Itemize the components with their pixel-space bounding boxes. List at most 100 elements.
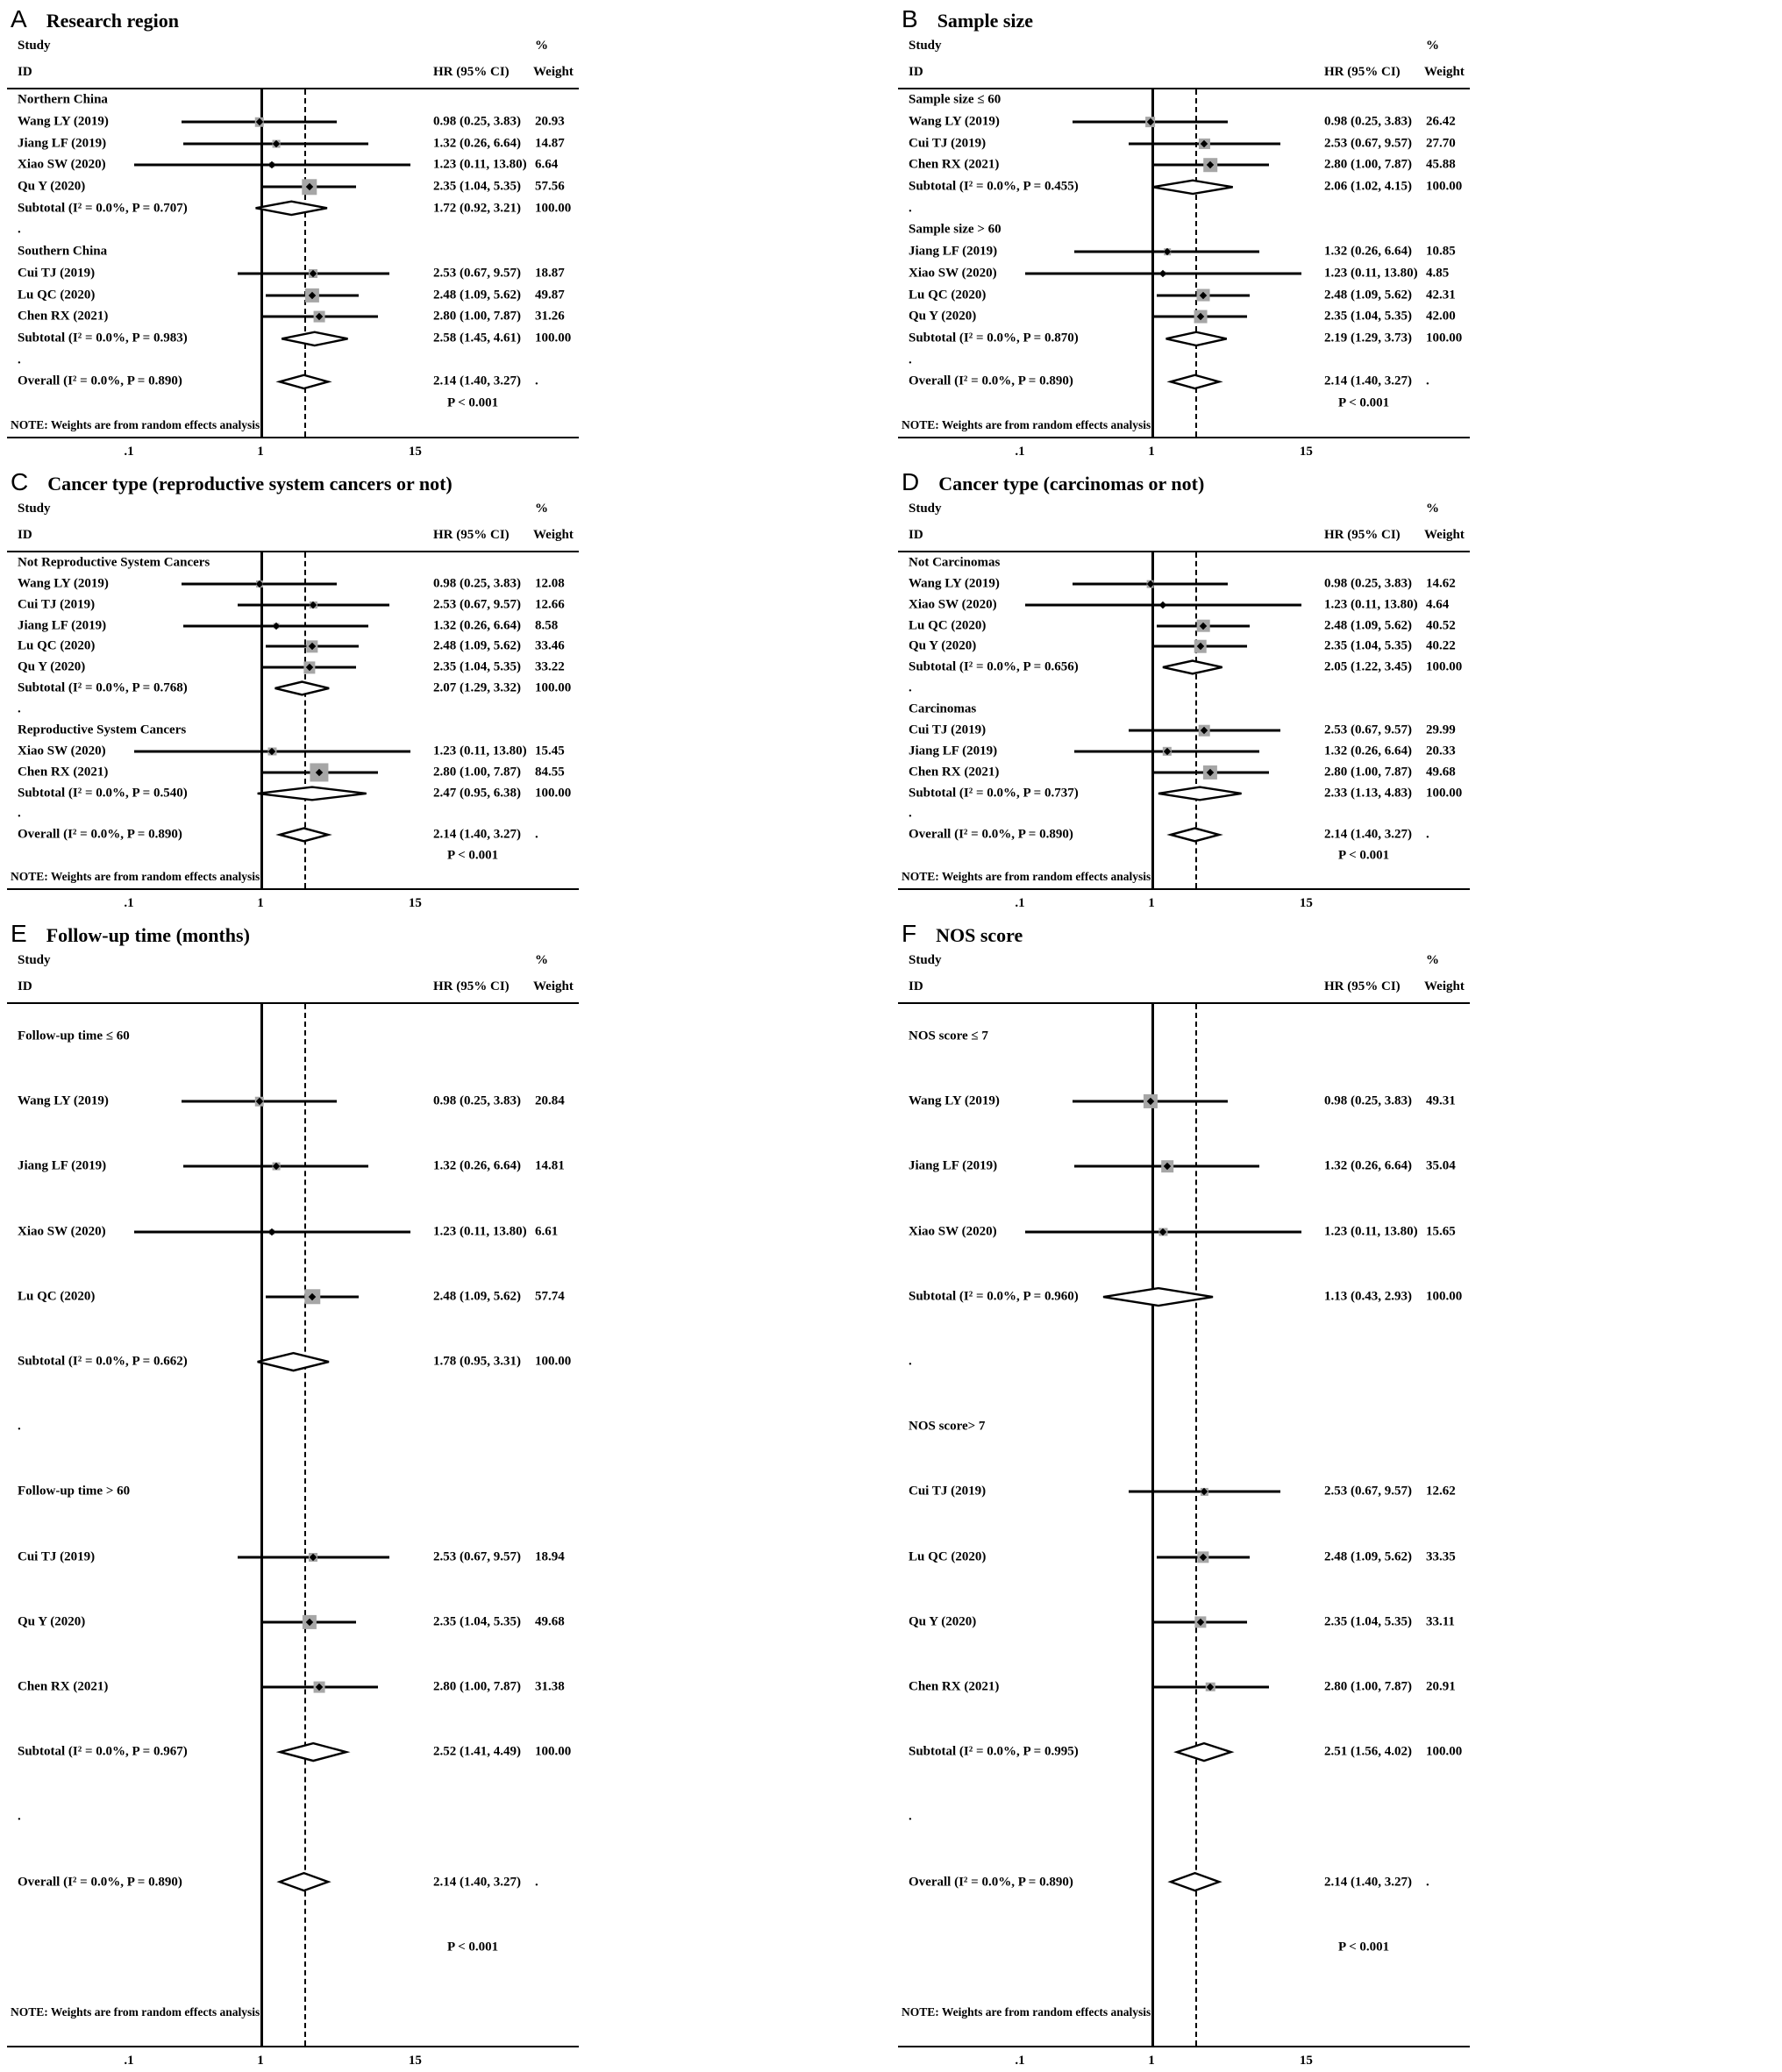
subtotal-diamond [1162, 659, 1222, 675]
weight-value: 100.00 [535, 1744, 572, 1759]
subtotal-row: Subtotal (I² = 0.0%, P = 0.662) 1.78 (0.9… [7, 1329, 579, 1394]
weight-value: 57.56 [535, 179, 565, 194]
study-row: Jiang LF (2019) 1.32 (0.26, 6.64) 8.58 [7, 616, 579, 637]
group-heading-row: Reproductive System Cancers [7, 720, 579, 741]
study-row: Wang LY (2019) 0.98 (0.25, 3.83) 20.84 [7, 1069, 579, 1134]
subtotal-row: Subtotal (I² = 0.0%, P = 0.540) 2.47 (0.9… [7, 783, 579, 804]
overall-label: Overall (I² = 0.0%, P = 0.890) [18, 1875, 182, 1890]
study-row: Qu Y (2020) 2.35 (1.04, 5.35) 42.00 [898, 306, 1470, 328]
spacer-dot-row: . [898, 197, 1470, 219]
axis-tick-label: .1 [124, 445, 134, 459]
hr-ci-value: 1.23 (0.11, 13.80) [433, 1224, 527, 1239]
study-label: Xiao SW (2020) [18, 1224, 106, 1239]
study-row: Jiang LF (2019) 1.32 (0.26, 6.64) 14.81 [7, 1134, 579, 1199]
group-heading: Follow-up time > 60 [18, 1484, 131, 1499]
group-heading-row: Follow-up time ≤ 60 [7, 1004, 579, 1069]
weight-value: 20.91 [1426, 1679, 1456, 1694]
study-label: Wang LY (2019) [909, 1093, 1000, 1108]
study-label: Xiao SW (2020) [18, 744, 106, 758]
weight-value: 100.00 [535, 331, 572, 345]
weight-value: 49.68 [535, 1614, 565, 1629]
hr-ci-value: 2.35 (1.04, 5.35) [433, 659, 521, 674]
note-row: NOTE: Weights are from random effects an… [7, 866, 579, 887]
weight-value: . [535, 1875, 538, 1890]
p-value-row: P < 0.001 [7, 393, 579, 415]
study-label: Cui TJ (2019) [909, 723, 987, 737]
null-effect-line [1151, 1004, 1154, 2046]
subtotal-row: Subtotal (I² = 0.0%, P = 0.960) 1.13 (0.4… [898, 1264, 1470, 1329]
weight-value: 35.04 [1426, 1158, 1456, 1173]
study-row: Jiang LF (2019) 1.32 (0.26, 6.64) 35.04 [898, 1134, 1470, 1199]
spacer-dot: . [909, 1354, 912, 1369]
hr-ci-value: 2.48 (1.09, 5.62) [433, 638, 521, 653]
axis-tick-label: 15 [1299, 896, 1313, 910]
hr-ci-value: 1.23 (0.11, 13.80) [1324, 597, 1418, 612]
overall-diamond [1166, 827, 1223, 843]
subtotal-label: Subtotal (I² = 0.0%, P = 0.455) [909, 179, 1079, 194]
panel-letter: D [902, 468, 920, 495]
weight-value: 20.33 [1426, 744, 1456, 758]
axis-tick-label: 1 [257, 896, 264, 910]
study-row: Chen RX (2021) 2.80 (1.00, 7.87) 49.68 [898, 762, 1470, 783]
study-label: Jiang LF (2019) [909, 744, 998, 758]
spacer-dot: . [18, 1809, 21, 1824]
x-axis: .1 1 15 [898, 441, 1470, 462]
hr-ci-value: 1.72 (0.92, 3.21) [433, 201, 521, 216]
hr-ci-value: 1.32 (0.26, 6.64) [1324, 244, 1412, 259]
study-label: Cui TJ (2019) [909, 1484, 987, 1499]
panel-title: Follow-up time (months) [46, 924, 250, 946]
study-row: Qu Y (2020) 2.35 (1.04, 5.35) 33.11 [898, 1590, 1470, 1655]
column-header-percent: % [1426, 39, 1439, 53]
group-heading: NOS score ≤ 7 [909, 1029, 988, 1043]
note-row: NOTE: Weights are from random effects an… [898, 866, 1470, 887]
hr-ci-value: 2.80 (1.00, 7.87) [433, 1679, 521, 1694]
overall-row: Overall (I² = 0.0%, P = 0.890) 2.14 (1.40… [898, 1849, 1470, 1914]
overall-estimate-dashed-line [303, 552, 306, 888]
hr-ci-value: 2.14 (1.40, 3.27) [1324, 374, 1412, 388]
spacer-dot-row: . [7, 699, 579, 720]
overall-diamond [275, 374, 332, 390]
hr-ci-value: 1.32 (0.26, 6.64) [1324, 1158, 1412, 1173]
study-label: Wang LY (2019) [909, 576, 1000, 591]
study-row: Chen RX (2021) 2.80 (1.00, 7.87) 31.38 [7, 1655, 579, 1720]
subtotal-label: Subtotal (I² = 0.0%, P = 0.737) [909, 786, 1079, 801]
p-value-row: P < 0.001 [7, 1915, 579, 1980]
study-label: Xiao SW (2020) [18, 157, 106, 172]
column-header-id: ID [18, 979, 32, 993]
study-row: Chen RX (2021) 2.80 (1.00, 7.87) 20.91 [898, 1655, 1470, 1720]
study-row: Cui TJ (2019) 2.53 (0.67, 9.57) 27.70 [898, 132, 1470, 154]
hr-ci-value: 2.53 (0.67, 9.57) [433, 1549, 521, 1564]
column-header-percent: % [1426, 502, 1439, 516]
study-label: Cui TJ (2019) [18, 266, 96, 281]
study-label: Jiang LF (2019) [909, 1158, 998, 1173]
hr-ci-value: 2.35 (1.04, 5.35) [1324, 309, 1412, 324]
group-heading: Carcinomas [909, 701, 977, 716]
spacer-dot-row: . [898, 1784, 1470, 1849]
hr-ci-value: 1.13 (0.43, 2.93) [1324, 1289, 1412, 1304]
hr-ci-value: 2.14 (1.40, 3.27) [433, 827, 521, 842]
weight-value: 4.85 [1426, 266, 1450, 281]
group-heading: Reproductive System Cancers [18, 723, 187, 737]
weight-value: . [1426, 1875, 1429, 1890]
hr-ci-value: 2.35 (1.04, 5.35) [1324, 638, 1412, 653]
weight-value: 31.26 [535, 309, 565, 324]
panel-title-line: B Sample size [902, 5, 1033, 33]
subtotal-row: Subtotal (I² = 0.0%, P = 0.870) 2.19 (1.2… [898, 328, 1470, 350]
overall-diamond [275, 827, 332, 843]
overall-label: Overall (I² = 0.0%, P = 0.890) [18, 374, 182, 388]
overall-estimate-dashed-line [303, 1004, 306, 2046]
spacer-dot-row: . [898, 678, 1470, 699]
column-header-id: ID [18, 65, 32, 79]
subtotal-label: Subtotal (I² = 0.0%, P = 0.967) [18, 1744, 188, 1759]
column-header-weight: Weight [533, 979, 574, 993]
hr-ci-value: 2.80 (1.00, 7.87) [433, 309, 521, 324]
study-row: Jiang LF (2019) 1.32 (0.26, 6.64) 10.85 [898, 241, 1470, 263]
spacer-dot-row: . [898, 1329, 1470, 1394]
weight-value: 15.65 [1426, 1224, 1456, 1239]
subtotal-label: Subtotal (I² = 0.0%, P = 0.656) [909, 659, 1079, 674]
study-label: Qu Y (2020) [909, 638, 977, 653]
study-label: Lu QC (2020) [909, 1549, 987, 1564]
column-header-id: ID [909, 979, 923, 993]
panel-title-line: A Research region [11, 5, 179, 33]
group-heading-row: Not Reproductive System Cancers [7, 552, 579, 573]
